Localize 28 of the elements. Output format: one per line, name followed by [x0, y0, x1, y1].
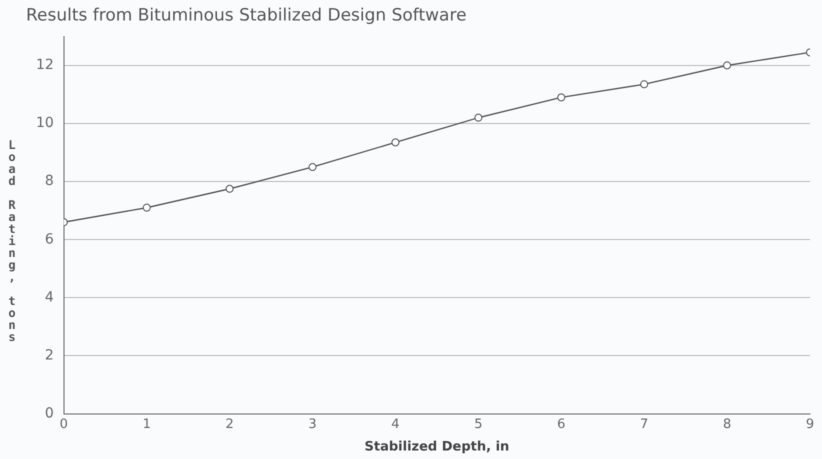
x-tick-label: 8	[722, 416, 732, 432]
y-tick-label: 8	[44, 173, 54, 190]
point	[308, 163, 317, 172]
x-tick-label: 6	[557, 416, 566, 432]
y-axis-title: Load Rating, tons	[5, 138, 19, 342]
x-axis-title: Stabilized Depth, in	[364, 440, 510, 455]
y-tick-label: 2	[44, 347, 54, 364]
x-tick-label: 2	[225, 416, 234, 432]
x-tick-label: 4	[391, 416, 400, 432]
x-tick-label: 1	[142, 416, 151, 432]
y-tick-label: 6	[44, 231, 54, 248]
point	[557, 93, 566, 102]
point	[640, 80, 648, 88]
point	[474, 114, 482, 122]
x-tick-label: 3	[308, 416, 317, 432]
chart-title: Results from Bituminous Stabilized Design Software	[26, 6, 467, 26]
point	[723, 61, 732, 70]
x-tick-label: 5	[474, 416, 483, 432]
point	[226, 184, 234, 193]
x-tick-label: 9	[806, 416, 814, 432]
y-tick-label: 4	[44, 289, 54, 306]
point	[391, 138, 400, 146]
x-tick-label: 0	[60, 416, 68, 432]
point	[142, 204, 151, 212]
y-tick-label: 10	[36, 115, 54, 132]
y-tick-label: 0	[44, 405, 54, 422]
x-tick-label: 7	[640, 416, 648, 432]
y-tick-label: 12	[36, 57, 54, 74]
